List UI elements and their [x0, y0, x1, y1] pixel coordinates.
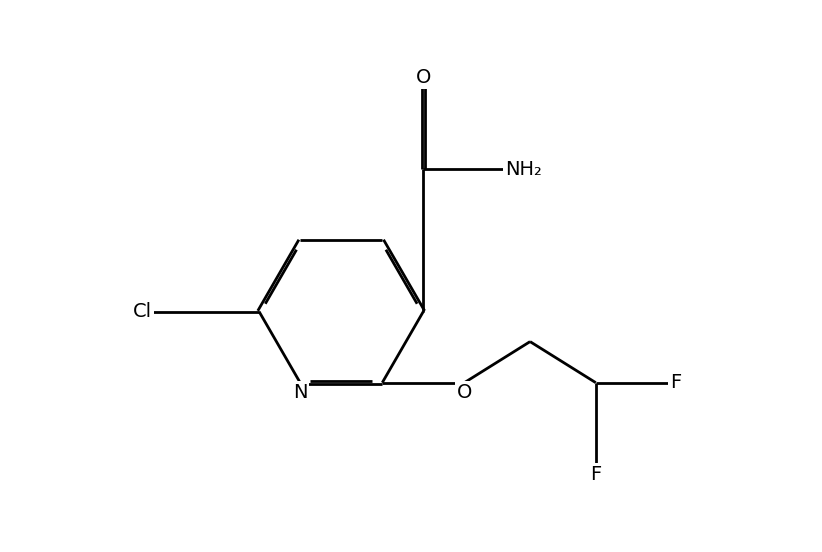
Text: N: N — [293, 383, 307, 402]
Text: Cl: Cl — [133, 302, 152, 321]
Text: O: O — [416, 68, 431, 87]
Text: O: O — [457, 383, 472, 402]
Text: F: F — [670, 373, 681, 392]
Text: F: F — [590, 465, 602, 484]
Text: NH₂: NH₂ — [506, 160, 543, 179]
